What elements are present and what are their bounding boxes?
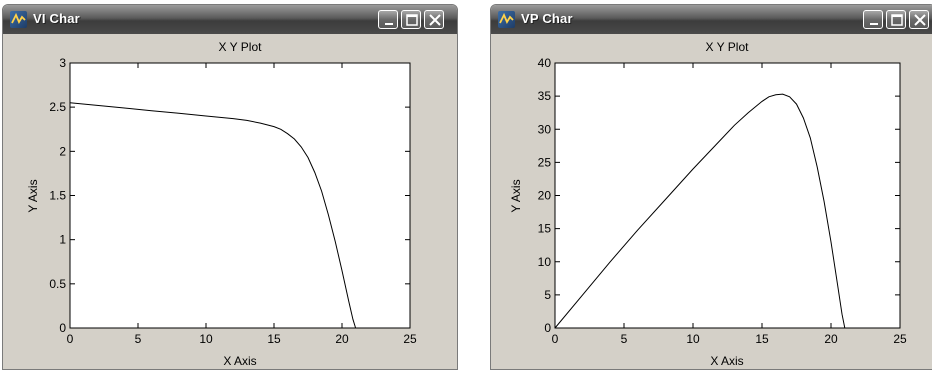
x-tick-label: 0	[552, 332, 559, 346]
close-button[interactable]	[909, 10, 929, 29]
vi-char-titlebar[interactable]: VI Char	[3, 5, 457, 34]
close-button[interactable]	[424, 10, 444, 29]
y-tick-label: 15	[538, 222, 552, 236]
minimize-button[interactable]	[863, 10, 883, 29]
x-tick-label: 25	[893, 332, 907, 346]
y-tick-label: 0.5	[49, 277, 66, 291]
y-tick-label: 30	[538, 122, 552, 136]
window-title: VI Char	[33, 11, 80, 26]
y-axis-label: Y Axis	[509, 179, 523, 212]
figure-area: X Y Plot 0 5 10 15 20 25 0 5 10 15 20 25 30 35 40 X Ax…	[491, 34, 932, 369]
x-axis-label: X Axis	[710, 354, 743, 368]
x-tick-label: 15	[755, 332, 769, 346]
y-tick-label: 1.5	[49, 189, 66, 203]
y-tick-label: 1	[59, 233, 66, 247]
plot-title: X Y Plot	[706, 40, 750, 54]
y-tick-label: 2	[59, 144, 66, 158]
figure-area: X Y Plot 0 5 10 15 20 25 0 0.5 1 1.5 2 2.5 3 X Axis …	[3, 34, 457, 369]
vp-char-window: VP Char X Y Plot 0 5 10 15 20 25 0 5 10 15 20 25 30 3…	[490, 4, 932, 370]
x-tick-label: 5	[135, 332, 142, 346]
x-tick-label: 15	[267, 332, 281, 346]
data-line	[554, 93, 846, 329]
vi-char-window: VI Char X Y Plot 0 5 10 15 20 25 0 0.5 1 1.5 2 2.5 3…	[2, 4, 458, 370]
plot-title: X Y Plot	[219, 40, 263, 54]
y-tick-label: 5	[544, 288, 551, 302]
y-tick-label: 25	[538, 155, 552, 169]
window-title: VP Char	[521, 11, 573, 26]
maximize-button[interactable]	[886, 10, 906, 29]
y-tick-label: 0	[544, 321, 551, 335]
x-tick-label: 10	[199, 332, 213, 346]
y-tick-label: 3	[59, 56, 66, 70]
x-tick-label: 0	[67, 332, 74, 346]
y-tick-label: 2.5	[49, 100, 66, 114]
x-tick-label: 25	[403, 332, 417, 346]
y-tick-label: 35	[538, 89, 552, 103]
y-tick-label: 10	[538, 255, 552, 269]
x-tick-label: 20	[335, 332, 349, 346]
maximize-button[interactable]	[401, 10, 421, 29]
y-tick-label: 0	[59, 321, 66, 335]
x-tick-label: 20	[824, 332, 838, 346]
y-tick-label: 20	[538, 189, 552, 203]
x-axis-label: X Axis	[223, 354, 256, 368]
x-tick-label: 5	[621, 332, 628, 346]
x-tick-label: 10	[686, 332, 700, 346]
vp-char-titlebar[interactable]: VP Char	[491, 5, 932, 34]
data-line	[69, 102, 357, 329]
y-axis-label: Y Axis	[26, 179, 40, 212]
vp-plot: X Y Plot 0 5 10 15 20 25 0 5 10 15 20 25 30 35 40 X Ax…	[509, 40, 907, 368]
minimize-button[interactable]	[378, 10, 398, 29]
y-tick-label: 40	[538, 56, 552, 70]
plot-area	[69, 62, 411, 329]
app-icon[interactable]	[498, 11, 515, 28]
plot-area	[554, 62, 901, 329]
app-icon[interactable]	[10, 11, 27, 28]
